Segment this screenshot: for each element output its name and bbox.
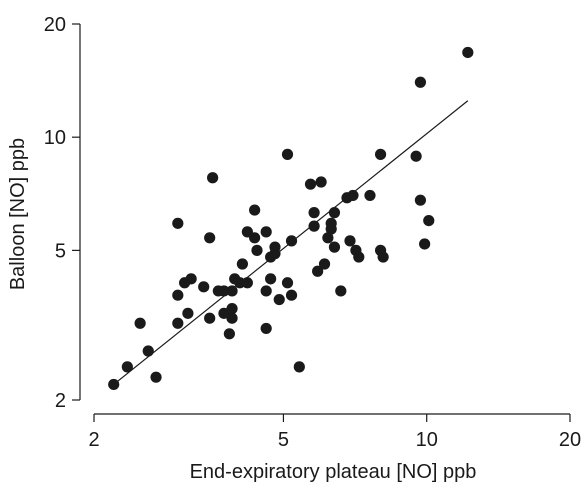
data-point: [410, 150, 422, 162]
y-tick-label: 10: [44, 127, 66, 149]
y-axis-label: Balloon [NO] ppb: [7, 138, 29, 290]
data-point: [142, 345, 154, 357]
y-tick-label: 5: [55, 240, 66, 262]
data-point: [364, 189, 376, 202]
x-tick-label: 10: [416, 429, 438, 451]
data-point: [236, 258, 248, 270]
data-point: [134, 317, 146, 329]
data-point: [285, 235, 298, 247]
data-point: [249, 204, 261, 216]
data-point: [223, 328, 235, 340]
data-point: [281, 148, 294, 160]
data-point: [353, 251, 365, 263]
data-point: [198, 281, 210, 293]
data-point: [218, 307, 230, 319]
data-point: [249, 232, 261, 244]
data-point: [325, 217, 337, 229]
data-point: [226, 312, 238, 324]
data-point: [121, 361, 133, 373]
axes: [79, 24, 570, 415]
data-point: [419, 238, 431, 250]
data-point: [260, 285, 272, 297]
data-point: [462, 46, 474, 59]
data-point: [207, 172, 219, 184]
data-point: [414, 194, 427, 206]
data-point: [260, 226, 272, 238]
data-point: [172, 317, 184, 329]
data-point: [335, 285, 347, 297]
data-point: [315, 176, 327, 188]
data-point: [273, 293, 285, 306]
data-point: [281, 277, 294, 289]
data-point: [182, 307, 194, 319]
x-ticks: 2 5 10 20: [88, 414, 581, 451]
data-point: [204, 312, 216, 324]
data-point: [185, 273, 197, 285]
data-point: [269, 241, 281, 253]
data-point: [226, 303, 238, 315]
data-point: [265, 273, 277, 285]
data-point: [241, 277, 253, 289]
data-point: [285, 289, 298, 301]
y-tick-label: 2: [55, 390, 66, 412]
data-point: [293, 361, 305, 373]
data-point: [423, 215, 435, 227]
data-point: [322, 232, 334, 244]
data-point: [347, 189, 359, 202]
data-point: [318, 258, 331, 270]
y-ticks: 2 5 10 20: [44, 14, 80, 412]
data-point: [204, 232, 216, 244]
data-point: [226, 285, 238, 297]
data-point: [108, 378, 120, 391]
data-point: [304, 178, 317, 190]
data-point: [172, 217, 184, 229]
data-point: [328, 241, 341, 253]
data-point: [308, 220, 320, 232]
x-tick-label: 5: [278, 429, 289, 451]
data-points: [108, 46, 474, 391]
data-point: [374, 148, 387, 160]
data-point: [308, 207, 320, 219]
data-point: [312, 265, 324, 277]
data-point: [328, 207, 341, 219]
data-point: [414, 76, 427, 88]
data-point: [218, 285, 230, 297]
data-point: [344, 235, 356, 247]
data-point: [260, 322, 272, 335]
data-point: [377, 251, 389, 263]
data-point: [172, 289, 184, 301]
y-tick-label: 20: [44, 14, 66, 36]
x-axis-label: End-expiratory plateau [NO] ppb: [190, 461, 477, 483]
data-point: [251, 244, 263, 256]
x-tick-label: 20: [559, 429, 581, 451]
data-point: [150, 371, 162, 383]
x-tick-label: 2: [88, 429, 99, 451]
